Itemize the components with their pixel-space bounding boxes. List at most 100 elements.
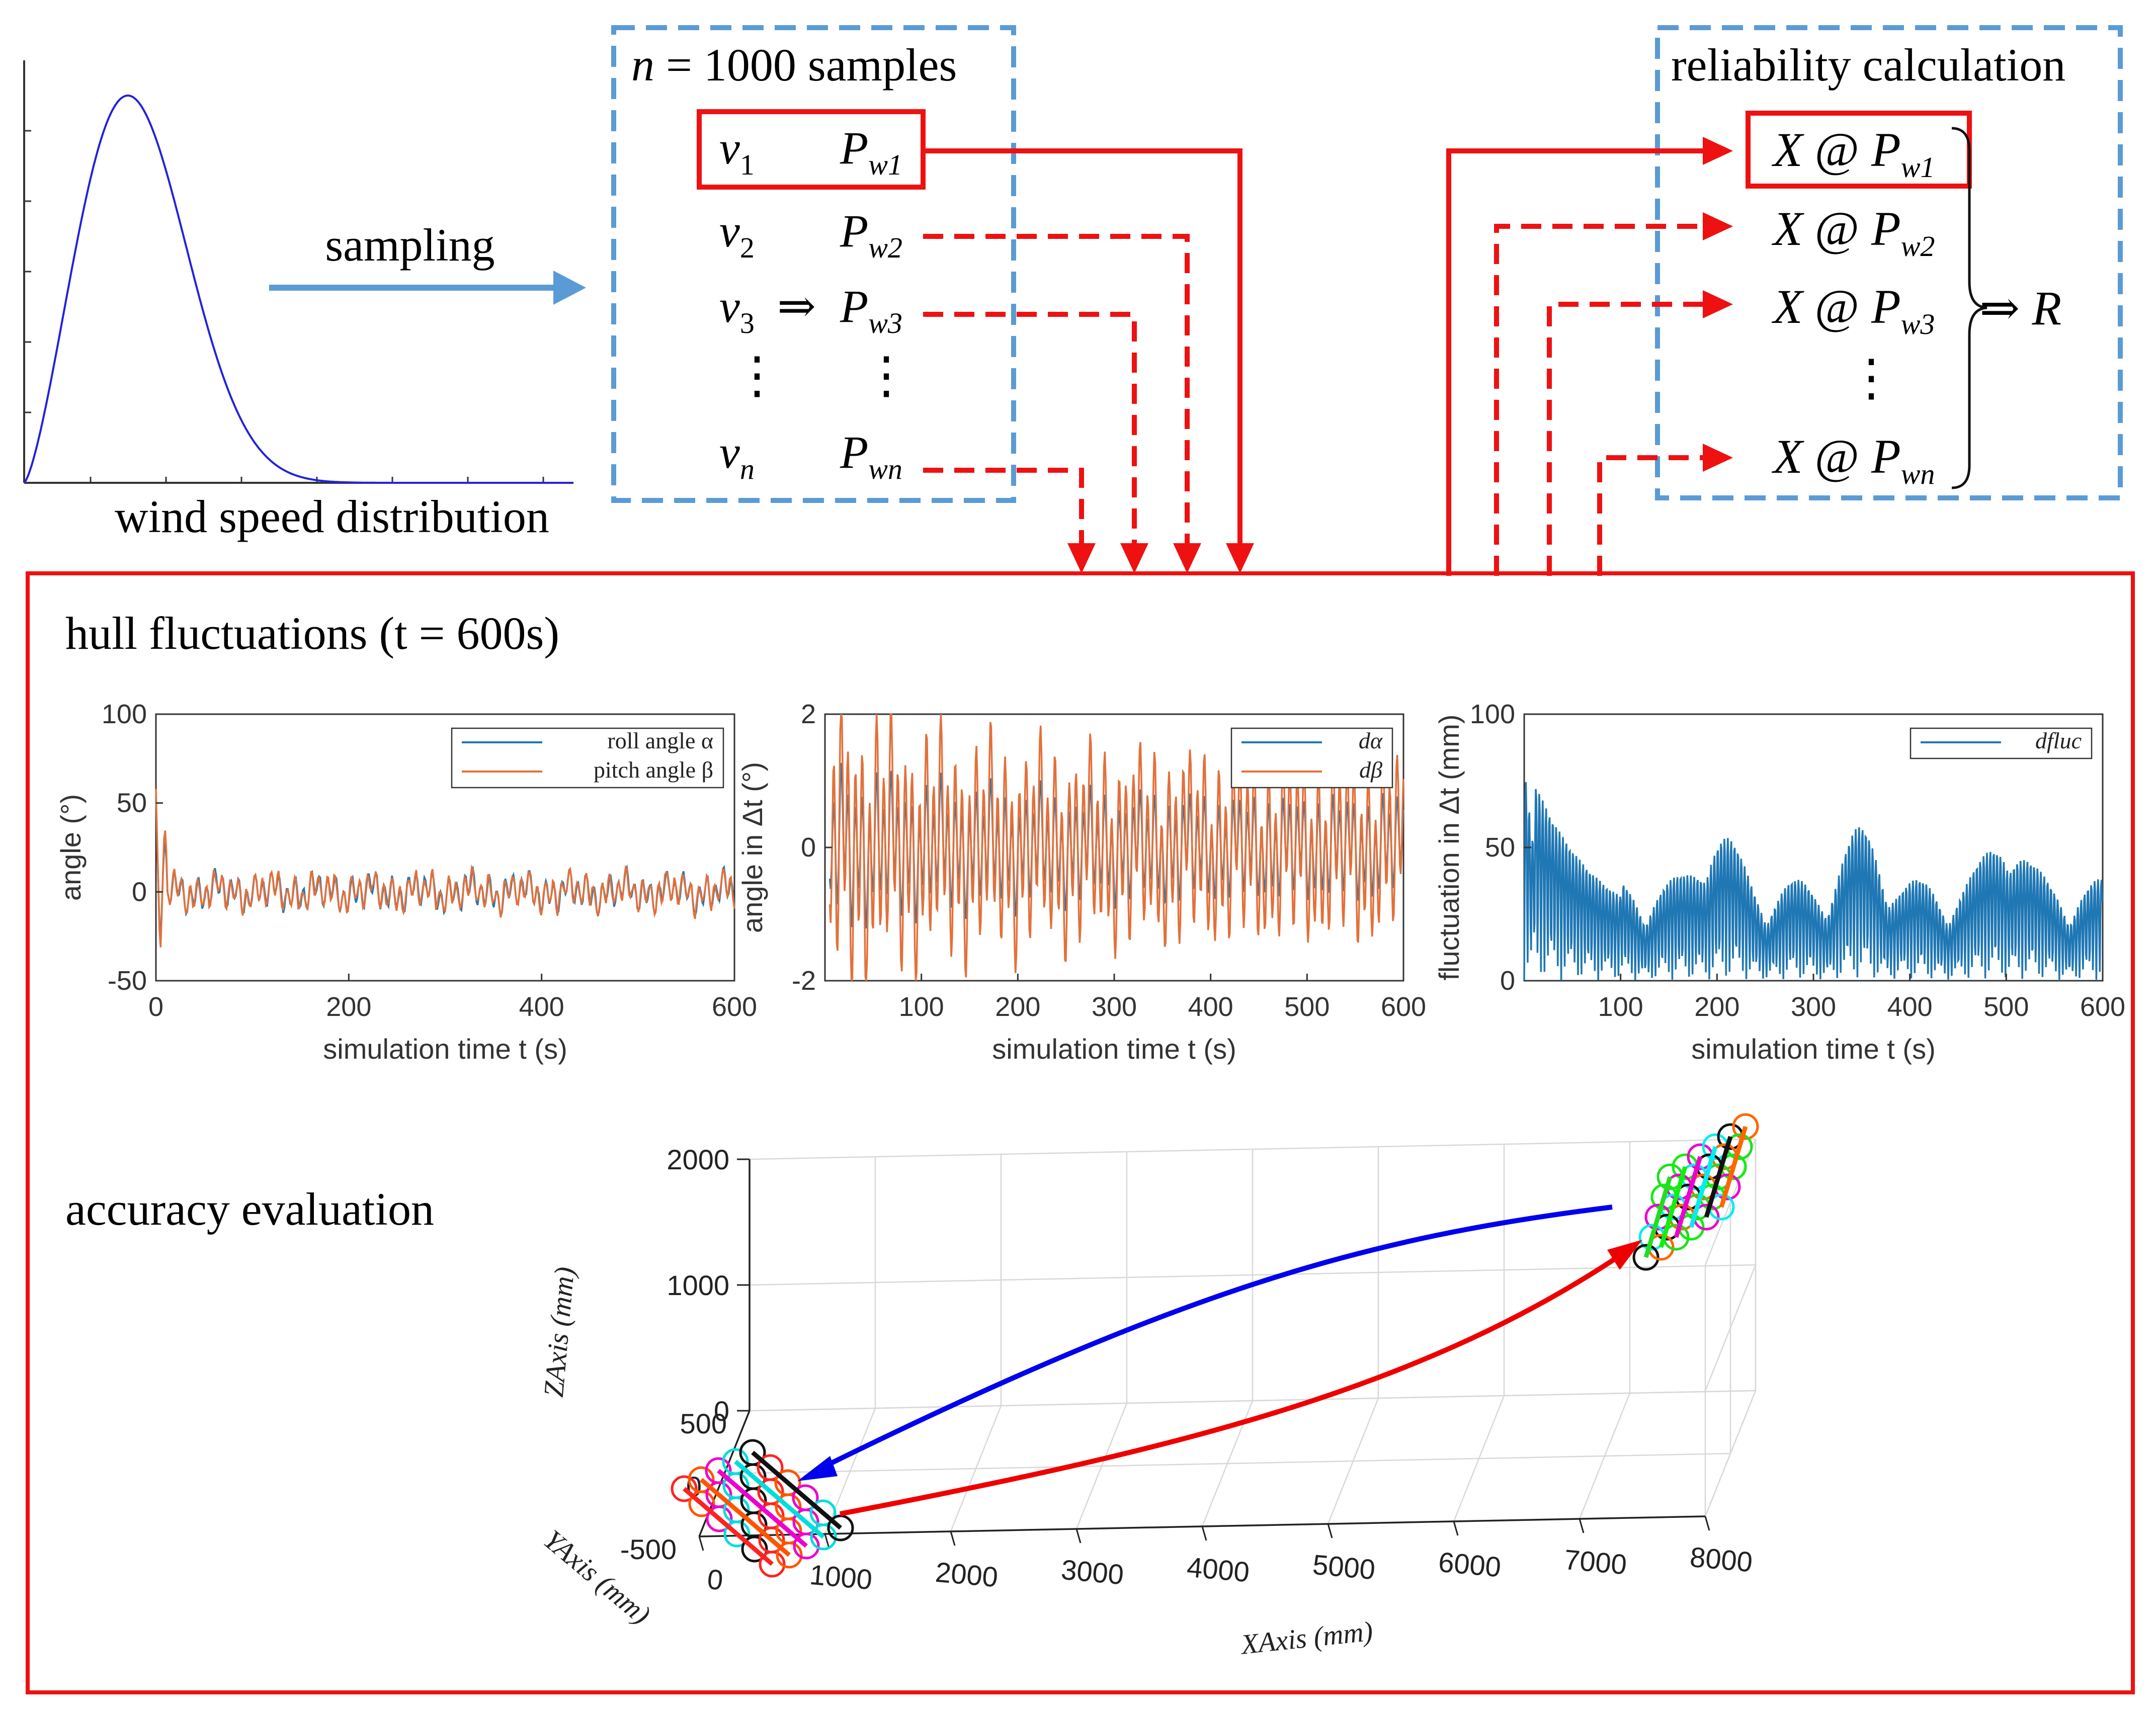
- x-tick-label: 0: [706, 1563, 724, 1596]
- x-tick-label: 6000: [1437, 1546, 1503, 1583]
- y-tick-label: 0: [801, 832, 816, 863]
- wind-distribution-chart: [23, 60, 573, 484]
- x-tick-label: 400: [1188, 992, 1233, 1022]
- x-tick: [1201, 1526, 1207, 1541]
- scatter-point: [809, 1499, 837, 1526]
- connector-rel-1: [1446, 148, 1708, 576]
- reliability-connectors: [1446, 137, 1733, 576]
- scatter-link: [683, 1487, 774, 1566]
- reliability-row-n: X @ Pwn: [1771, 430, 1935, 490]
- sampling-label: sampling: [325, 219, 494, 271]
- sample-row-ellipsis: ⋮ ⋮: [732, 348, 911, 403]
- sample-p: Pw1: [840, 122, 902, 181]
- series-line-1: [1523, 782, 2103, 981]
- legend-entry: pitch angle β: [594, 757, 713, 783]
- connector-rel-3: [1547, 302, 1708, 576]
- trajectory-red-head: [1607, 1240, 1642, 1270]
- grid-line: [724, 1452, 1731, 1475]
- y-tick-label: 100: [102, 699, 147, 729]
- reliability-result: ⇒ R: [1979, 281, 2061, 335]
- x-tick-label: 600: [1381, 992, 1426, 1022]
- legend-box: [451, 727, 724, 789]
- x-tick-label: 300: [1791, 992, 1836, 1022]
- samples-box: [611, 25, 1016, 503]
- x-tick-label: 4000: [1186, 1551, 1251, 1588]
- reliability-row-3: X @ Pw3: [1771, 280, 1935, 340]
- scatter-link: [1704, 1136, 1733, 1218]
- scatter-point: [792, 1484, 819, 1511]
- connector-sample-n-head: [1067, 543, 1096, 573]
- sample-connectors: [923, 148, 1254, 573]
- x-tick: [1579, 1518, 1585, 1533]
- cluster-near-origin: [671, 1439, 854, 1578]
- x-tick-label: 400: [1887, 992, 1933, 1022]
- scatter-point: [722, 1448, 749, 1475]
- x-tick-label: 200: [1694, 992, 1739, 1022]
- sample-v-ellipsis: ⋮: [732, 348, 782, 403]
- x-tick: [1704, 1516, 1710, 1531]
- connector-rel-3-head: [1703, 290, 1733, 318]
- connector-sample-2: [923, 234, 1190, 548]
- wind-ticks: [24, 130, 544, 483]
- y-tick-label: 0: [1500, 966, 1515, 996]
- y-tick-label: 50: [117, 788, 147, 818]
- x-axis-label: simulation time t (s): [323, 1033, 567, 1065]
- connector-sample-3: [923, 312, 1137, 548]
- x-tick-label: 600: [712, 992, 757, 1022]
- z-tick-label: 1000: [667, 1269, 729, 1301]
- series-line-2: [155, 789, 735, 948]
- x-tick-label: 3000: [1060, 1554, 1125, 1591]
- x-axis-label: simulation time t (s): [1691, 1033, 1935, 1065]
- sample-row-n: vn Pwn: [719, 426, 902, 485]
- connector-sample-2-head: [1173, 543, 1201, 573]
- y-axis-label: fluctuation in Δt (mm): [1433, 714, 1465, 980]
- scatter-point: [1632, 1244, 1660, 1271]
- x-tick-label: 400: [519, 992, 564, 1022]
- scatter-link: [1689, 1146, 1718, 1228]
- x-tick: [1453, 1521, 1459, 1536]
- scatter-link: [1719, 1126, 1748, 1208]
- connector-rel-2-head: [1703, 212, 1733, 240]
- x-tick-label: 200: [326, 992, 371, 1022]
- sample-row-1: v1 Pw1: [719, 122, 902, 181]
- hull-title: hull fluctuations (t = 600s): [65, 608, 559, 659]
- legend-entry: dβ: [1359, 757, 1382, 783]
- scatter-point: [671, 1475, 698, 1502]
- scatter-link: [734, 1460, 825, 1539]
- cluster-far-end: [1632, 1113, 1759, 1271]
- scatter-link: [717, 1469, 808, 1548]
- x-axis-label: XAxis (mm): [1238, 1616, 1374, 1661]
- x-tick-label: 0: [148, 992, 163, 1022]
- y-tick-label: 500: [680, 1408, 727, 1439]
- x-tick: [950, 1531, 956, 1546]
- x-tick-label: 100: [899, 992, 944, 1022]
- x-tick-label: 300: [1092, 992, 1137, 1022]
- wind-pdf-curve: [23, 94, 573, 484]
- sampling-arrow-head: [553, 271, 586, 305]
- y-tick-label: 100: [1470, 699, 1515, 729]
- y-tick-label: 50: [1485, 832, 1515, 863]
- sample-v: vn: [719, 426, 755, 485]
- grid-line: [749, 1264, 1756, 1286]
- scatter-link: [700, 1478, 791, 1557]
- y-axis-label: angle in Δt (°): [736, 762, 768, 933]
- x-tick: [1327, 1523, 1333, 1538]
- accuracy-title: accuracy evaluation: [65, 1183, 434, 1235]
- wind-distribution-label: wind speed distribution: [115, 491, 549, 542]
- series-line-2: [828, 713, 1404, 981]
- fluctuation-chart: 100 200 300 400 500 600 0 50 100 simulation time …: [1433, 699, 2125, 1065]
- scatter-link: [1643, 1176, 1673, 1258]
- sample-v: v1: [719, 122, 755, 181]
- scatter-link: [751, 1450, 842, 1530]
- reliability-rows: X @ Pw1 X @ Pw2 X @ Pw3 ⋮ X @ Pwn: [1771, 123, 1935, 490]
- reliability-box: [1655, 25, 2123, 500]
- x-tick-label: 8000: [1689, 1541, 1754, 1578]
- scatter-link: [1674, 1156, 1703, 1238]
- grid-line: [749, 1138, 1756, 1160]
- scatter-point: [774, 1469, 801, 1496]
- reliability-title: reliability calculation: [1671, 39, 2065, 91]
- reliability-row-1: X @ Pw1: [1771, 123, 1935, 184]
- connector-sample-1: [923, 148, 1242, 548]
